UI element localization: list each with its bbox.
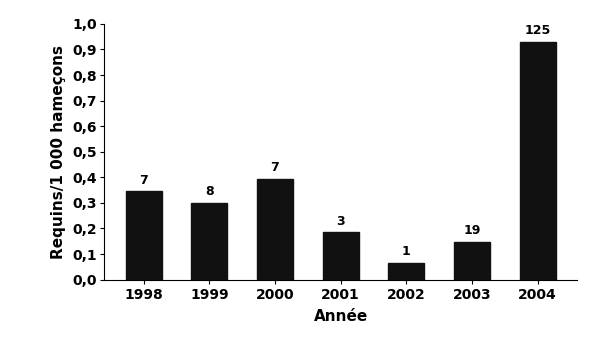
Text: 125: 125 <box>524 24 551 37</box>
Text: 1: 1 <box>402 246 411 258</box>
Bar <box>322 232 359 280</box>
Bar <box>519 42 556 280</box>
Bar <box>126 191 162 280</box>
Bar <box>454 242 490 280</box>
Text: 19: 19 <box>464 224 481 237</box>
Bar <box>257 179 293 280</box>
Text: 7: 7 <box>271 161 280 174</box>
Text: 8: 8 <box>205 185 214 198</box>
Text: 7: 7 <box>139 174 148 187</box>
Bar <box>191 203 227 280</box>
Bar <box>388 263 424 280</box>
X-axis label: Année: Année <box>314 309 368 324</box>
Y-axis label: Requins/1 000 hameçons: Requins/1 000 hameçons <box>51 45 65 259</box>
Text: 3: 3 <box>336 215 345 228</box>
